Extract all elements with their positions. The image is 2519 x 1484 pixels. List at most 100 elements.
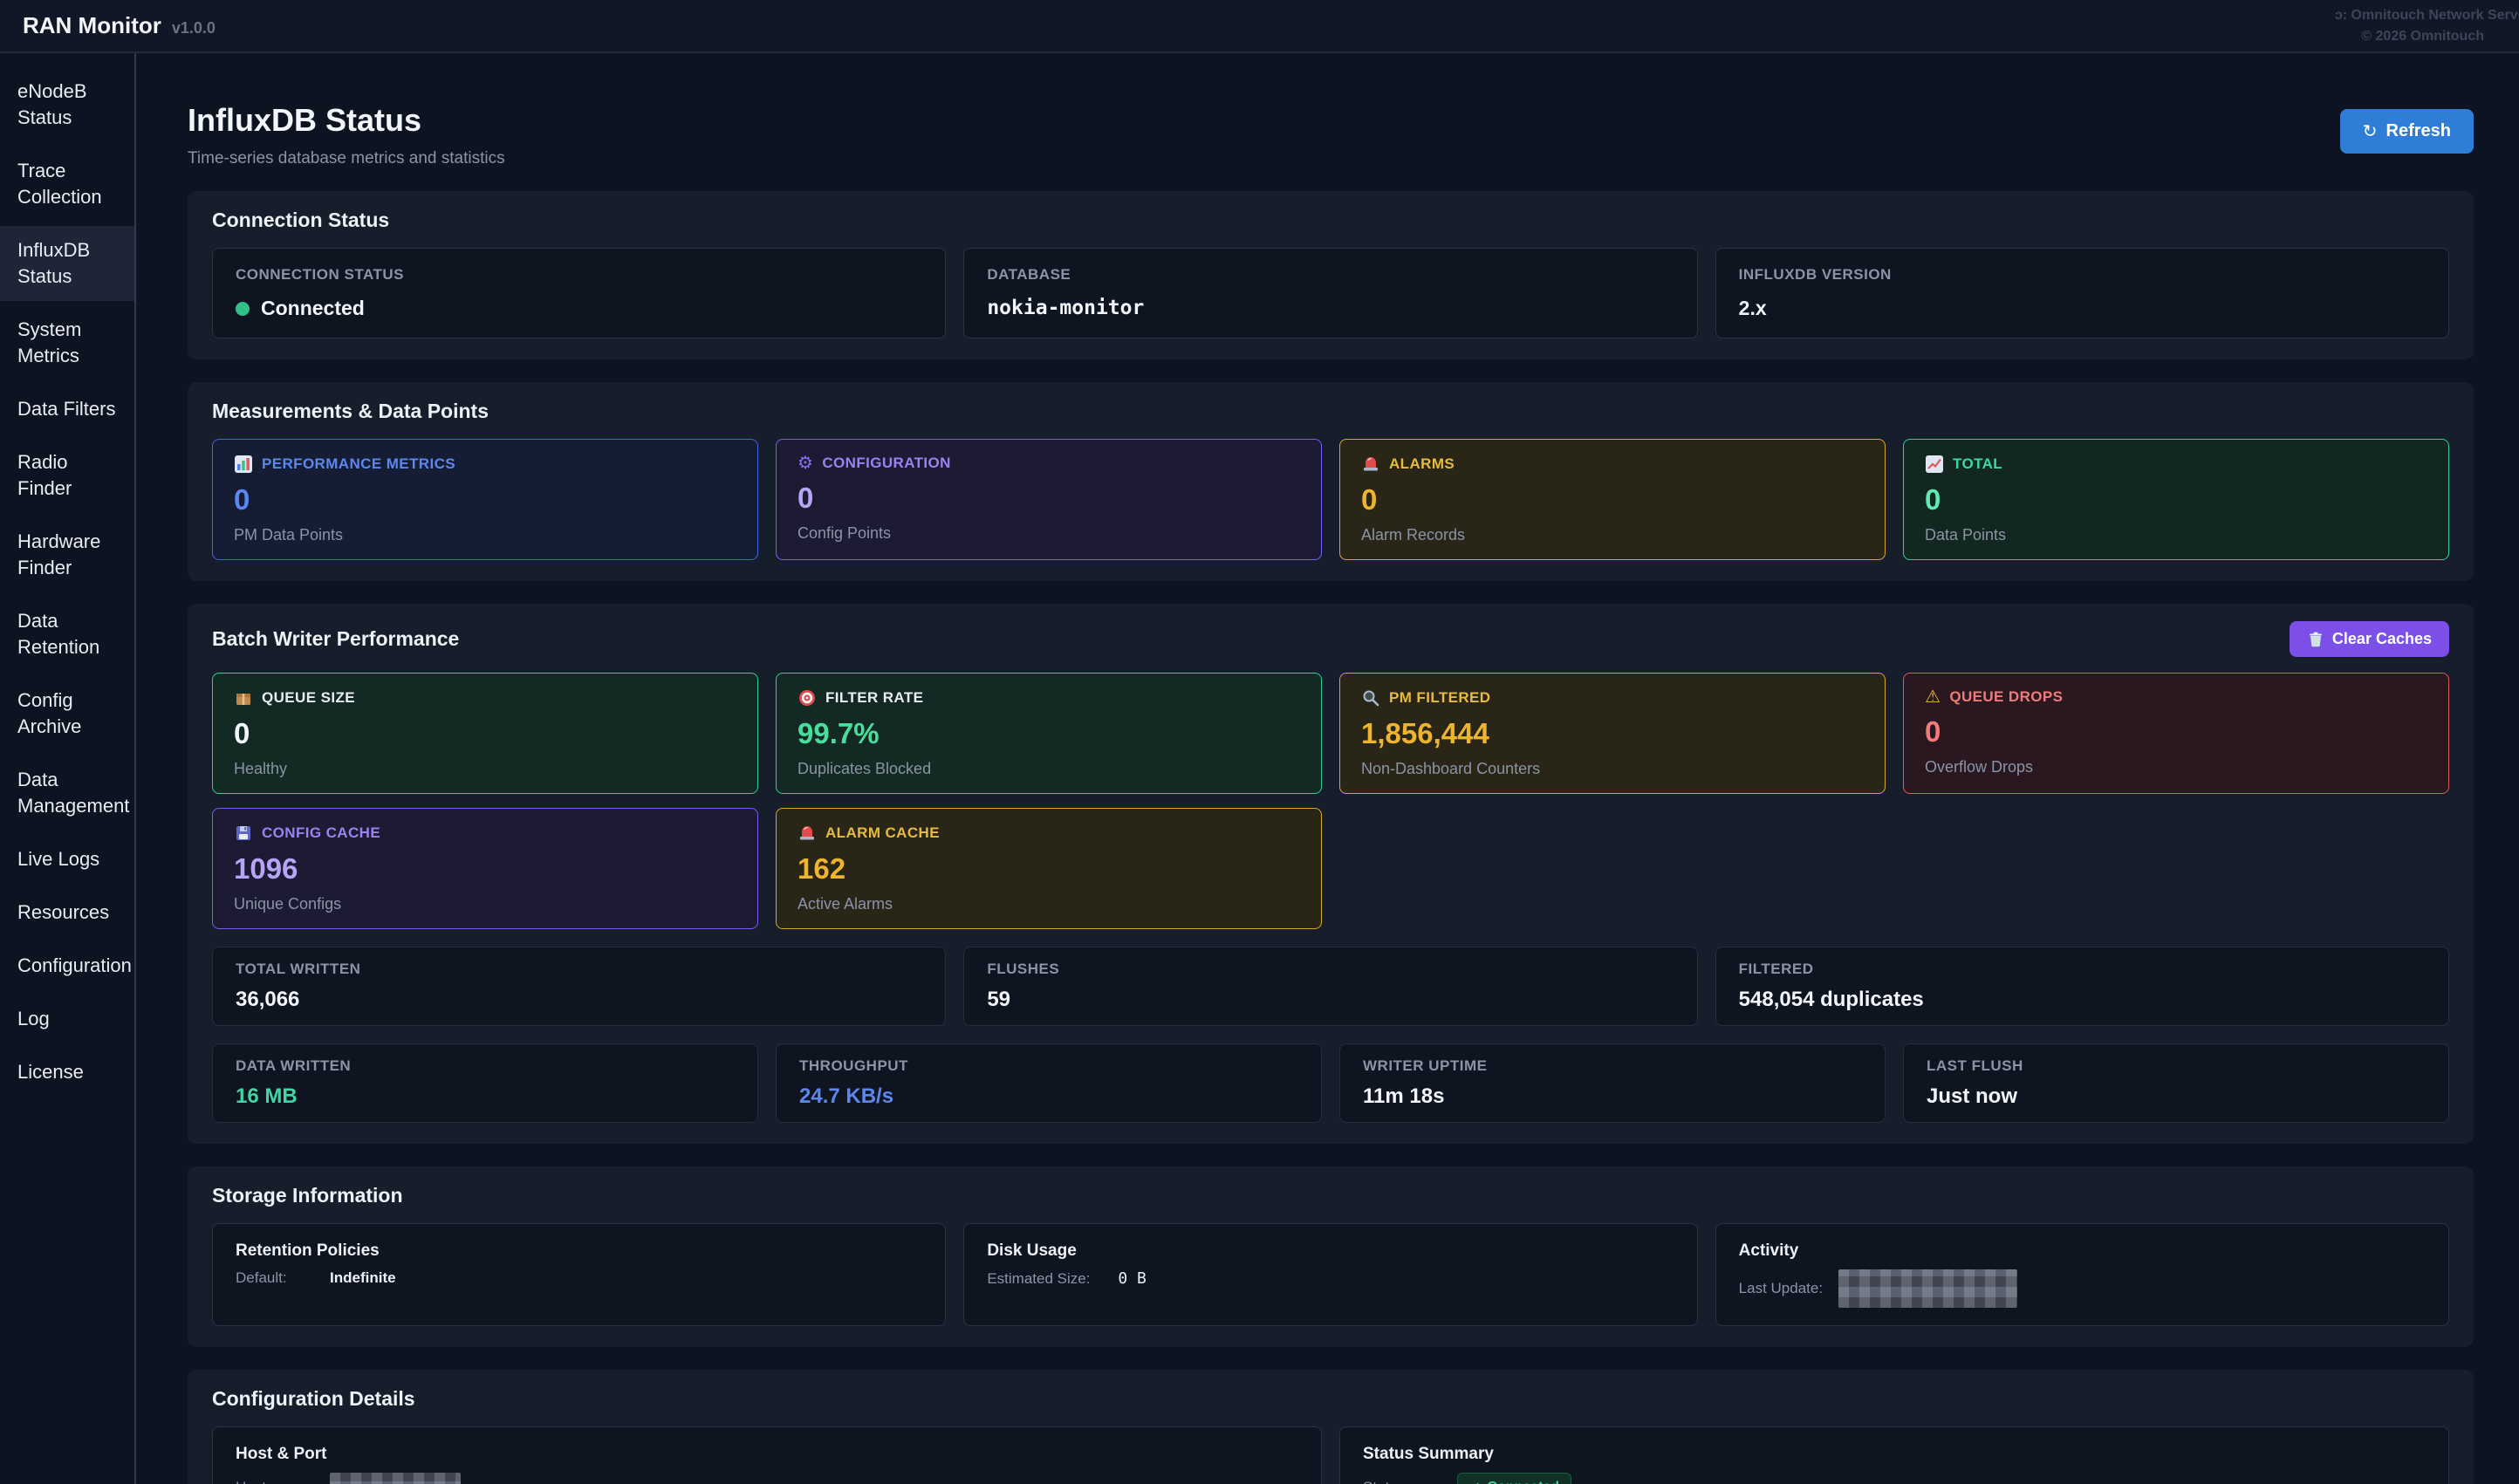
sidebar-item-license[interactable]: License <box>17 1061 84 1083</box>
last-flush-value: Just now <box>1927 1084 2018 1108</box>
disk-usage-title: Disk Usage <box>987 1241 1077 1260</box>
queue-size-sub: Healthy <box>234 760 288 777</box>
sidebar-item-live-logs[interactable]: Live Logs <box>17 848 100 870</box>
total-written-value: 36,066 <box>236 988 300 1011</box>
gear-icon: ⚙ <box>797 454 814 473</box>
performance-metrics-sub: PM Data Points <box>234 526 344 544</box>
database-card: DATABASE nokia-monitor <box>963 248 1698 339</box>
filtered-stat: FILTERED 548,054 duplicates <box>1715 947 2449 1026</box>
alarms-sub: Alarm Records <box>1361 526 1466 544</box>
alarm-cache-card: ALARM CACHE 162 Active Alarms <box>776 808 1322 929</box>
retention-default-label: Default: <box>236 1269 287 1286</box>
performance-metrics-value: 0 <box>234 483 250 516</box>
connection-status-section: Connection Status CONNECTION STATUS Conn… <box>188 191 2474 359</box>
host-port-title: Host & Port <box>236 1445 327 1463</box>
performance-metrics-label: PERFORMANCE METRICS <box>262 455 455 472</box>
clear-caches-label: Clear Caches <box>2331 630 2432 647</box>
connection-status-label: CONNECTION STATUS <box>236 266 404 283</box>
database-value: nokia-monitor <box>987 297 1145 319</box>
queue-drops-card: ⚠ QUEUE DROPS 0 Overflow Drops <box>1903 673 2449 794</box>
last-update-redacted-value <box>1838 1269 2017 1308</box>
brand: RAN Monitor v1.0.0 <box>23 12 216 39</box>
bar-chart-icon <box>234 455 253 474</box>
writer-uptime-stat: WRITER UPTIME 11m 18s <box>1339 1043 1886 1123</box>
influxdb-version-value: 2.x <box>1738 297 1767 319</box>
connection-status-value: Connected <box>261 297 365 319</box>
alarm-cache-sub: Active Alarms <box>797 895 893 913</box>
sidebar-item-log[interactable]: Log <box>17 1008 50 1029</box>
page-subtitle: Time-series database metrics and statist… <box>188 149 505 168</box>
filter-rate-value: 99.7% <box>797 717 880 749</box>
section-title-config-details: Configuration Details <box>212 1387 415 1410</box>
sidebar: eNodeB Status Trace Collection InfluxDB … <box>0 53 136 1484</box>
flushes-label: FLUSHES <box>987 961 1060 977</box>
main-content: InfluxDB Status Time-series database met… <box>136 53 2519 1484</box>
connected-badge: ✓ Connected <box>1457 1473 1572 1484</box>
section-title-connection: Connection Status <box>212 209 390 231</box>
queue-drops-sub: Overflow Drops <box>1925 758 2034 776</box>
configuration-sub: Config Points <box>797 524 892 542</box>
configuration-value: 0 <box>797 482 814 514</box>
topbar-copyright-line: © 2026 Omnitouch <box>2361 28 2484 44</box>
alarms-label: ALARMS <box>1389 455 1455 472</box>
activity-title: Activity <box>1738 1241 1799 1260</box>
check-icon: ✓ <box>1469 1479 1481 1484</box>
total-written-label: TOTAL WRITTEN <box>236 961 361 977</box>
config-cache-sub: Unique Configs <box>234 895 342 913</box>
estimated-size-label: Estimated Size: <box>987 1269 1091 1287</box>
alarm-light-icon <box>797 824 817 843</box>
configuration-card: ⚙ CONFIGURATION 0 Config Points <box>776 439 1322 560</box>
flushes-value: 59 <box>987 988 1011 1011</box>
total-label: TOTAL <box>1953 455 2003 472</box>
sidebar-item-hardware-finder[interactable]: Hardware Finder <box>17 530 101 578</box>
sidebar-item-data-retention[interactable]: Data Retention <box>17 610 100 658</box>
batch-writer-section: Batch Writer Performance Clear Caches QU… <box>188 604 2474 1144</box>
performance-metrics-card: PERFORMANCE METRICS 0 PM Data Points <box>212 439 758 560</box>
total-written-stat: TOTAL WRITTEN 36,066 <box>212 947 947 1026</box>
clear-caches-button[interactable]: Clear Caches <box>2289 621 2449 657</box>
sidebar-item-config-archive[interactable]: Config Archive <box>17 689 82 737</box>
floppy-disk-icon <box>234 824 253 843</box>
queue-drops-label: QUEUE DROPS <box>1949 688 2064 705</box>
storage-section: Storage Information Retention Policies D… <box>188 1166 2474 1347</box>
connected-dot-icon <box>236 301 250 316</box>
total-card: TOTAL 0 Data Points <box>1903 439 2449 560</box>
total-sub: Data Points <box>1925 526 2007 544</box>
pm-filtered-sub: Non-Dashboard Counters <box>1361 760 1541 777</box>
sidebar-item-configuration[interactable]: Configuration <box>17 954 132 976</box>
retention-policies-card: Retention Policies Default: Indefinite <box>212 1223 947 1326</box>
influxdb-version-label: INFLUXDB VERSION <box>1738 266 1892 283</box>
target-icon <box>797 688 817 708</box>
host-port-card: Host & Port Host: Port: 8086 Bucket: nok… <box>212 1426 1322 1484</box>
refresh-button[interactable]: ↻ Refresh <box>2339 109 2474 154</box>
sidebar-item-data-filters[interactable]: Data Filters <box>17 398 116 420</box>
configuration-label: CONFIGURATION <box>822 455 951 471</box>
sidebar-item-radio-finder[interactable]: Radio Finder <box>17 451 72 499</box>
app-title: RAN Monitor <box>23 12 161 38</box>
writer-uptime-value: 11m 18s <box>1363 1084 1445 1108</box>
disk-usage-card: Disk Usage Estimated Size: 0 B <box>963 1223 1698 1326</box>
throughput-label: THROUGHPUT <box>799 1057 908 1074</box>
host-label: Host: <box>236 1479 330 1484</box>
sidebar-item-system-metrics[interactable]: System Metrics <box>17 318 82 366</box>
sidebar-item-influxdb-status[interactable]: InfluxDB Status <box>0 226 134 301</box>
throughput-stat: THROUGHPUT 24.7 KB/s <box>776 1043 1322 1123</box>
topbar: RAN Monitor v1.0.0 ɔ: Omnitouch Network … <box>0 0 2519 53</box>
measurements-section: Measurements & Data Points PERFORMANCE M… <box>188 382 2474 581</box>
sidebar-item-trace-collection[interactable]: Trace Collection <box>17 160 102 208</box>
warning-icon: ⚠ <box>1925 687 1941 707</box>
sidebar-item-data-management[interactable]: Data Management <box>17 769 130 817</box>
sidebar-item-enodeb-status[interactable]: eNodeB Status <box>17 80 87 128</box>
queue-size-label: QUEUE SIZE <box>262 689 355 706</box>
retention-policies-title: Retention Policies <box>236 1241 380 1260</box>
config-cache-card: CONFIG CACHE 1096 Unique Configs <box>212 808 758 929</box>
pm-filtered-card: PM FILTERED 1,856,444 Non-Dashboard Coun… <box>1339 673 1886 794</box>
alarm-light-icon <box>1361 455 1380 474</box>
alarms-value: 0 <box>1361 483 1378 516</box>
pm-filtered-value: 1,856,444 <box>1361 717 1489 749</box>
last-flush-stat: LAST FLUSH Just now <box>1903 1043 2449 1123</box>
sidebar-item-resources[interactable]: Resources <box>17 901 110 923</box>
queue-size-value: 0 <box>234 717 250 749</box>
last-update-label: Last Update: <box>1738 1280 1824 1296</box>
connected-badge-label: Connected <box>1487 1480 1559 1484</box>
